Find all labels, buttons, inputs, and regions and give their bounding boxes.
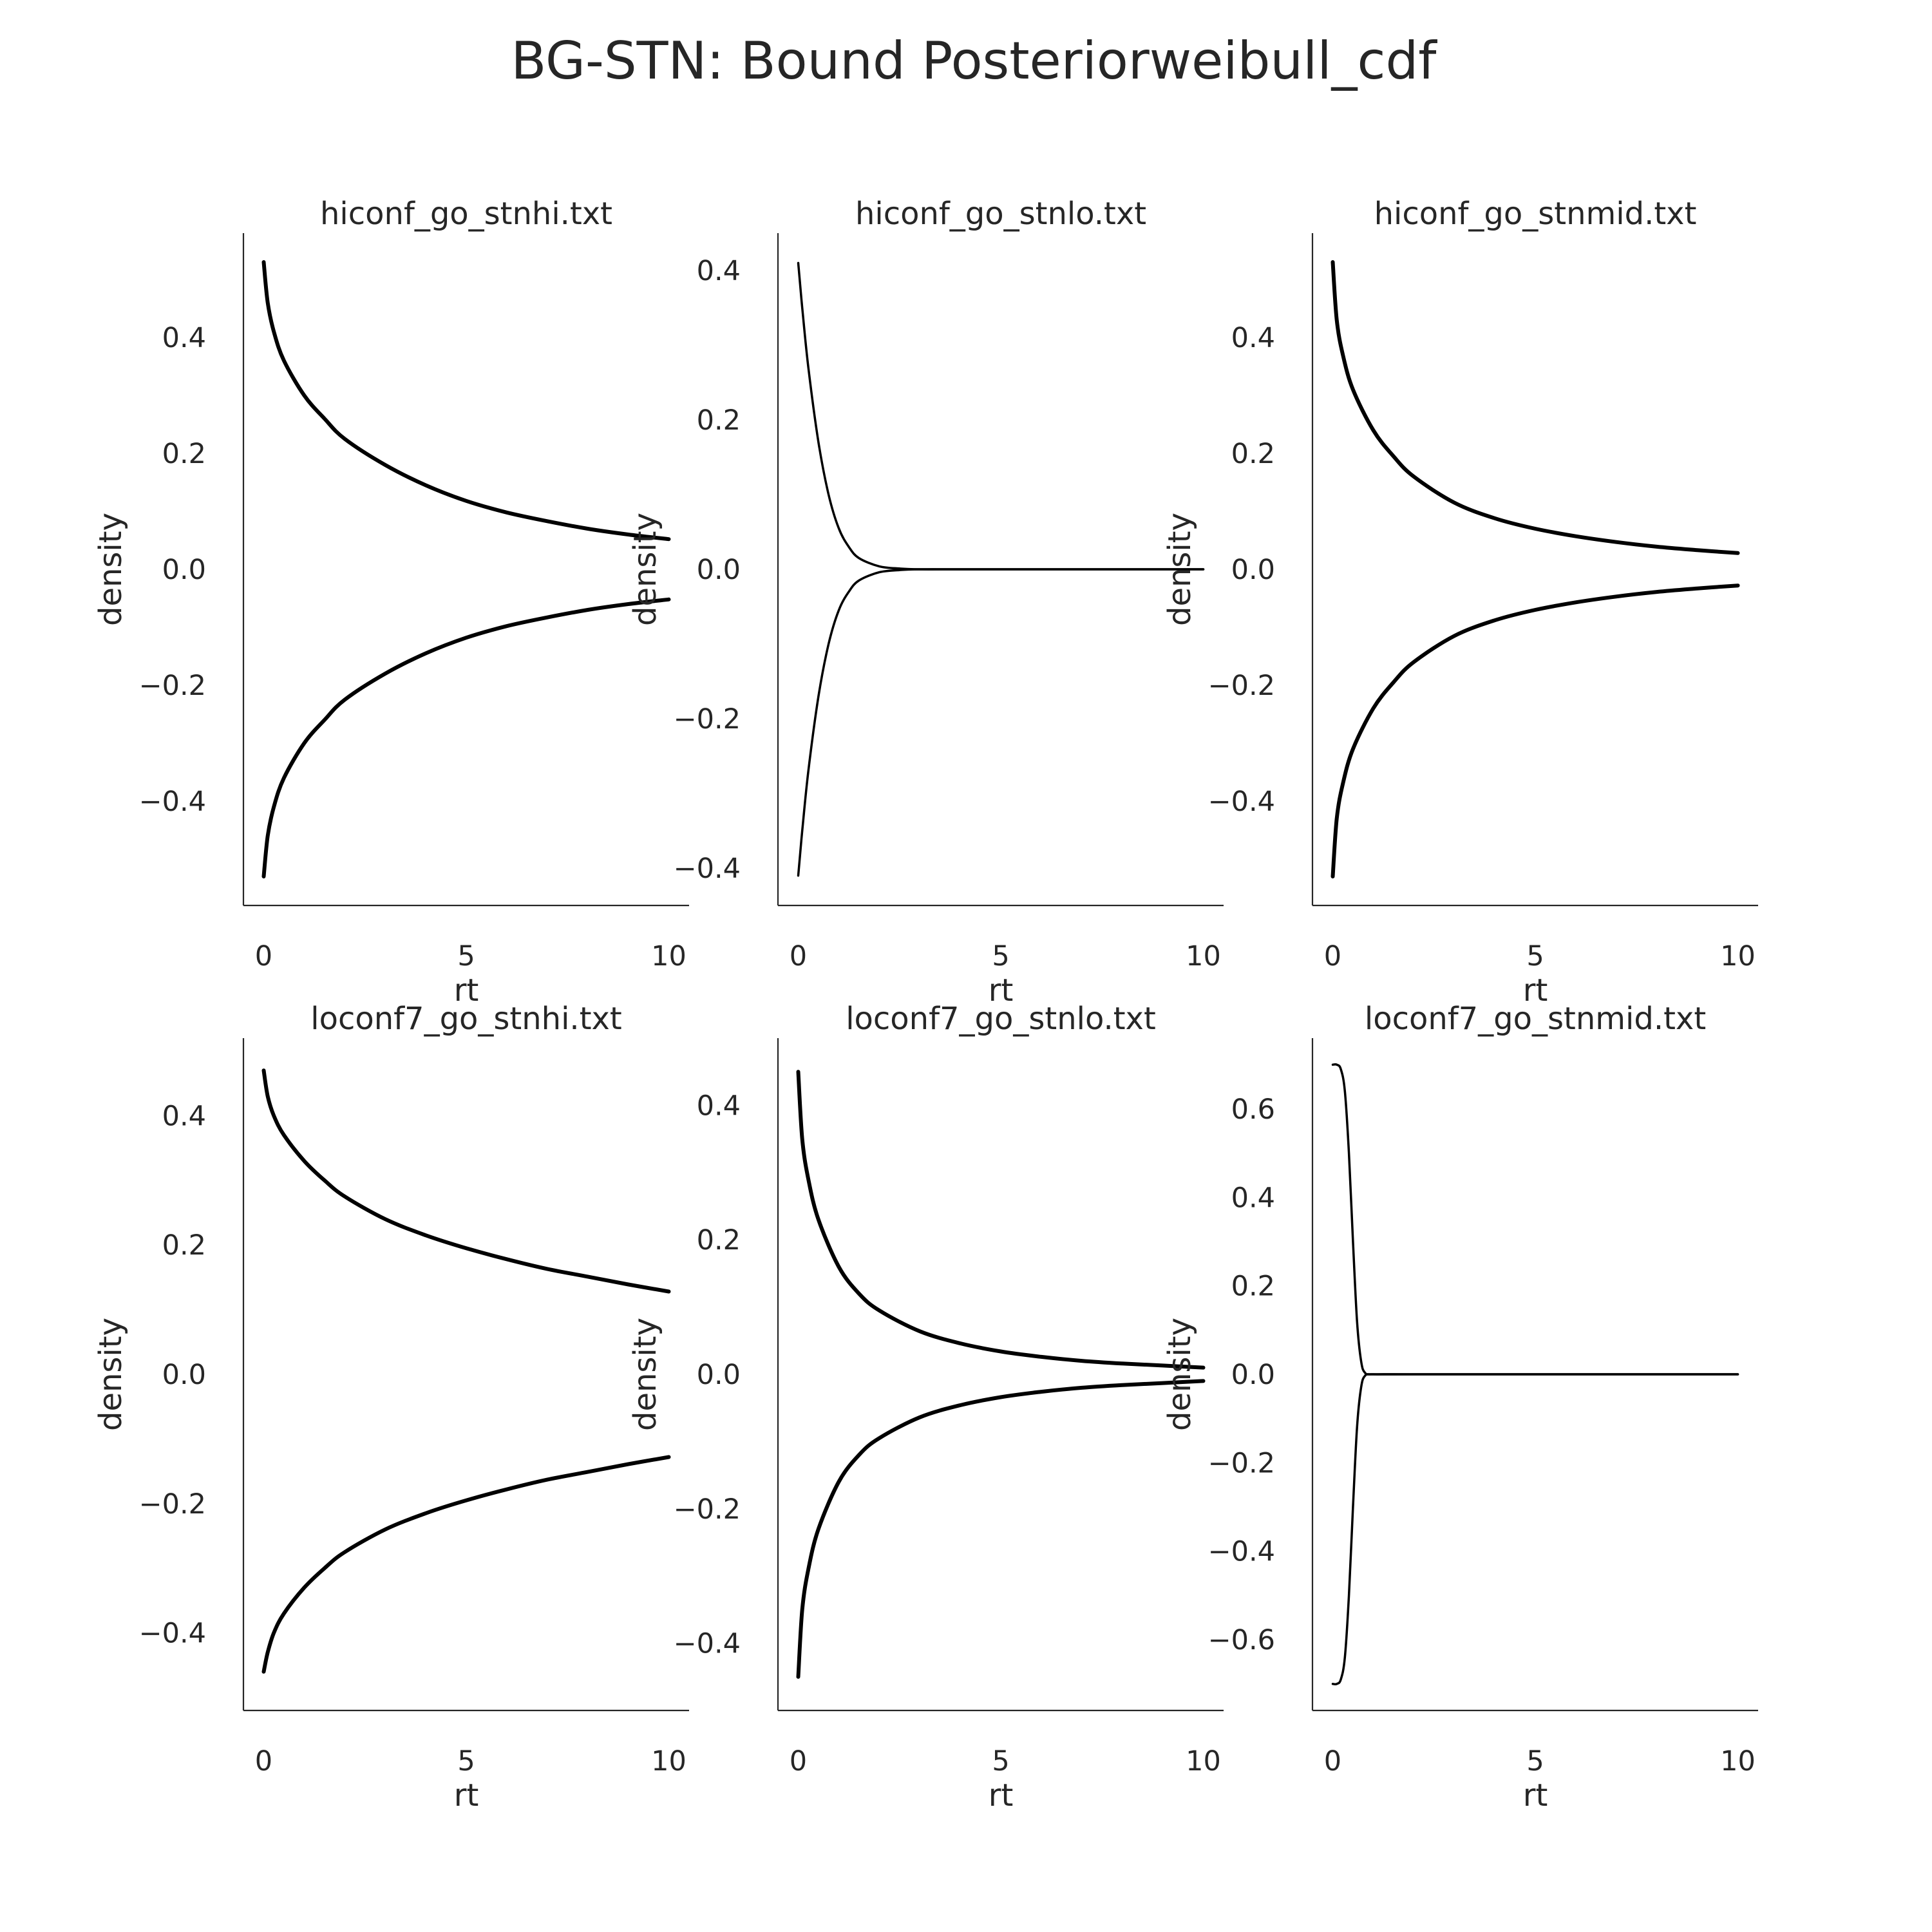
series-lower-line bbox=[1331, 1373, 1739, 1686]
subplot-2: hiconf_go_stnlo.txt 0 5 10 −0.4 −0.2 0.0 0.2 0.4… bbox=[627, 196, 1224, 1009]
y-tick-label: 0.2 bbox=[162, 438, 206, 470]
x-tick-label: 10 bbox=[1186, 1745, 1221, 1777]
x-tick-label: 5 bbox=[1526, 940, 1544, 972]
y-tick-label: 0.0 bbox=[162, 554, 206, 586]
x-axis-label: rt bbox=[454, 1777, 479, 1814]
x-tick-label: 0 bbox=[790, 940, 807, 972]
y-axis-label: density bbox=[1162, 1318, 1198, 1431]
y-tick-label: −0.4 bbox=[139, 786, 206, 818]
subplot-title: hiconf_go_stnhi.txt bbox=[320, 196, 612, 232]
subplot-title: loconf7_go_stnmid.txt bbox=[1365, 1001, 1706, 1037]
subplot-6: loconf7_go_stnmid.txt 0 5 10 −0.6 −0.4 −0.2 0.0… bbox=[1162, 1001, 1758, 1814]
y-axis-label: density bbox=[93, 513, 129, 626]
x-tick-label: 5 bbox=[992, 1745, 1009, 1777]
y-tick-label: 0.2 bbox=[162, 1229, 206, 1262]
series-upper-line bbox=[1331, 260, 1740, 555]
x-axis-label: rt bbox=[989, 1777, 1014, 1814]
subplot-title: hiconf_go_stnlo.txt bbox=[855, 196, 1146, 232]
series-upper-line bbox=[261, 260, 671, 542]
y-tick-label: −0.4 bbox=[1208, 1536, 1275, 1568]
y-tick-label: 0.2 bbox=[697, 1224, 741, 1256]
y-tick-label: 0.0 bbox=[162, 1359, 206, 1391]
subplot-5: loconf7_go_stnlo.txt 0 5 10 −0.4 −0.2 0.0 0.2 0.… bbox=[627, 1001, 1224, 1814]
y-tick-label: −0.2 bbox=[674, 703, 741, 735]
x-axis-label: rt bbox=[1523, 1777, 1548, 1814]
x-tick-label: 0 bbox=[255, 940, 272, 972]
y-tick-label: −0.4 bbox=[674, 1628, 741, 1660]
y-tick-label: −0.2 bbox=[1208, 670, 1275, 702]
y-tick-label: 0.0 bbox=[697, 554, 741, 586]
x-tick-label: 10 bbox=[1720, 1745, 1756, 1777]
y-tick-label: −0.4 bbox=[1208, 786, 1275, 818]
x-axis-label: rt bbox=[989, 972, 1014, 1009]
panels: hiconf_go_stnhi.txt 0 5 10 −0.4 −0.2 0.0 0.2 0.4… bbox=[93, 196, 1758, 1814]
y-tick-label: 0.4 bbox=[1231, 1182, 1275, 1214]
series-lower-line bbox=[261, 597, 671, 878]
y-tick-label: 0.2 bbox=[1231, 438, 1275, 470]
series-lower-line bbox=[1331, 583, 1740, 878]
y-tick-label: 0.4 bbox=[697, 1090, 741, 1122]
y-axis-label: density bbox=[627, 513, 663, 626]
x-tick-label: 0 bbox=[790, 1745, 807, 1777]
y-tick-label: −0.2 bbox=[139, 1488, 206, 1520]
x-tick-label: 0 bbox=[1324, 1745, 1341, 1777]
x-tick-label: 5 bbox=[992, 940, 1009, 972]
x-tick-label: 10 bbox=[1186, 940, 1221, 972]
y-tick-label: 0.4 bbox=[162, 1100, 206, 1132]
y-tick-label: −0.2 bbox=[139, 670, 206, 702]
y-tick-label: 0.0 bbox=[1231, 1359, 1275, 1391]
x-tick-label: 5 bbox=[457, 940, 475, 972]
y-tick-label: 0.4 bbox=[697, 255, 741, 287]
subplot-4: loconf7_go_stnhi.txt 0 5 10 −0.4 −0.2 0.0 0.2 0.… bbox=[93, 1001, 689, 1814]
x-tick-label: 0 bbox=[255, 1745, 272, 1777]
subplot-1: hiconf_go_stnhi.txt 0 5 10 −0.4 −0.2 0.0 0.2 0.4… bbox=[93, 196, 689, 1009]
x-tick-label: 10 bbox=[1720, 940, 1756, 972]
y-tick-label: 0.4 bbox=[162, 322, 206, 354]
y-axis-label: density bbox=[1162, 513, 1198, 626]
x-tick-label: 5 bbox=[457, 1745, 475, 1777]
series-lower-line bbox=[796, 1379, 1206, 1679]
series-lower-line bbox=[261, 1455, 671, 1674]
y-tick-label: −0.4 bbox=[674, 853, 741, 885]
subplot-title: loconf7_go_stnhi.txt bbox=[310, 1001, 621, 1037]
y-tick-label: 0.4 bbox=[1231, 322, 1275, 354]
y-tick-label: 0.0 bbox=[1231, 554, 1275, 586]
y-tick-label: 0.0 bbox=[697, 1359, 741, 1391]
series-upper-line bbox=[796, 1070, 1206, 1370]
y-axis-label: density bbox=[627, 1318, 663, 1431]
y-tick-label: 0.2 bbox=[1231, 1271, 1275, 1303]
x-tick-label: 0 bbox=[1324, 940, 1341, 972]
y-tick-label: −0.2 bbox=[1208, 1447, 1275, 1479]
y-tick-label: −0.2 bbox=[674, 1493, 741, 1526]
subplot-title: hiconf_go_stnmid.txt bbox=[1374, 196, 1697, 232]
y-tick-label: −0.6 bbox=[1208, 1624, 1275, 1656]
subplot-3: hiconf_go_stnmid.txt 0 5 10 −0.4 −0.2 0.0 0.2 0.… bbox=[1162, 196, 1758, 1009]
x-tick-label: 5 bbox=[1526, 1745, 1544, 1777]
x-tick-label: 10 bbox=[651, 940, 687, 972]
y-tick-label: −0.4 bbox=[139, 1618, 206, 1650]
series-upper-line bbox=[261, 1068, 671, 1294]
figure-title: BG-STN: Bound Posteriorweibull_cdf bbox=[511, 31, 1438, 91]
subplot-title: loconf7_go_stnlo.txt bbox=[846, 1001, 1156, 1037]
y-tick-label: 0.2 bbox=[697, 404, 741, 437]
x-axis-label: rt bbox=[454, 972, 479, 1009]
y-axis-label: density bbox=[93, 1318, 129, 1431]
x-tick-label: 10 bbox=[651, 1745, 687, 1777]
series-lower-line bbox=[797, 568, 1205, 877]
y-tick-label: 0.6 bbox=[1231, 1094, 1275, 1126]
x-axis-label: rt bbox=[1523, 972, 1548, 1009]
